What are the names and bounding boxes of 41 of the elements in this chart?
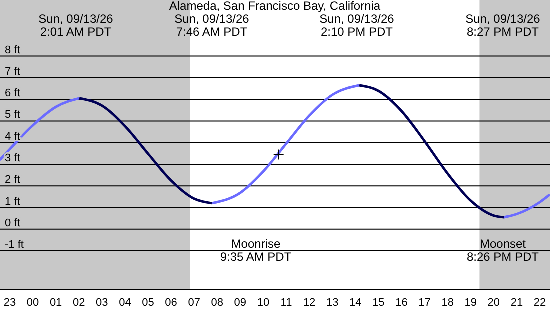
annotation: Moonrise 9:35 AM PDT <box>219 237 293 264</box>
annotation: Sun, 09/13/26 2:10 PM PDT <box>320 12 396 39</box>
x-tick-label: 09 <box>234 296 247 309</box>
chart-title: Alameda, San Francisco Bay, California <box>168 0 382 13</box>
x-tick-label: 12 <box>303 296 316 309</box>
x-tick-label: 15 <box>372 296 385 309</box>
x-tick-label: 18 <box>442 296 454 309</box>
x-tick-label: 22 <box>534 296 546 309</box>
y-tick-label: 3 ft <box>5 152 20 164</box>
x-tick-label: 03 <box>96 296 108 309</box>
x-tick-label: 05 <box>142 296 154 309</box>
x-tick-label: 14 <box>350 296 362 309</box>
annotation: Sun, 09/13/26 8:27 PM PDT <box>464 12 542 39</box>
y-tick-label: 7 ft <box>5 66 20 78</box>
x-tick-label: 21 <box>510 296 524 309</box>
x-tick-label: 04 <box>119 296 132 309</box>
x-tick-label: 20 <box>488 296 500 309</box>
x-tick-label: 23 <box>4 296 16 309</box>
y-tick-label: 8 ft <box>5 44 20 56</box>
x-tick-label: 02 <box>72 296 86 309</box>
x-tick-label: 01 <box>50 296 62 309</box>
y-tick-label: -1 ft <box>5 239 24 252</box>
y-tick-label: 6 ft <box>5 88 20 100</box>
x-tick-label: 06 <box>165 296 178 309</box>
y-tick-label: 1 ft <box>5 196 20 208</box>
x-tick-label: 08 <box>211 296 224 309</box>
y-tick-label: 5 ft <box>5 109 20 122</box>
y-tick-label: 2 ft <box>5 174 20 186</box>
x-tick-label: 10 <box>257 296 270 309</box>
x-tick-label: 17 <box>418 296 431 309</box>
x-tick-label: 16 <box>396 296 408 309</box>
y-tick-label: 0 ft <box>5 217 20 230</box>
annotation: Sun, 09/13/26 7:46 AM PDT <box>174 12 250 39</box>
y-tick-label: 4 ft <box>5 130 20 143</box>
x-tick-label: 11 <box>280 296 292 309</box>
x-tick-label: 07 <box>188 296 200 309</box>
x-tick-label: 00 <box>26 296 40 309</box>
x-tick-label: 13 <box>326 296 339 309</box>
annotation: Sun, 09/13/26 2:01 AM PDT <box>38 12 114 39</box>
annotation: Moonset 8:26 PM PDT <box>466 237 540 264</box>
x-tick-label: 19 <box>464 296 478 309</box>
